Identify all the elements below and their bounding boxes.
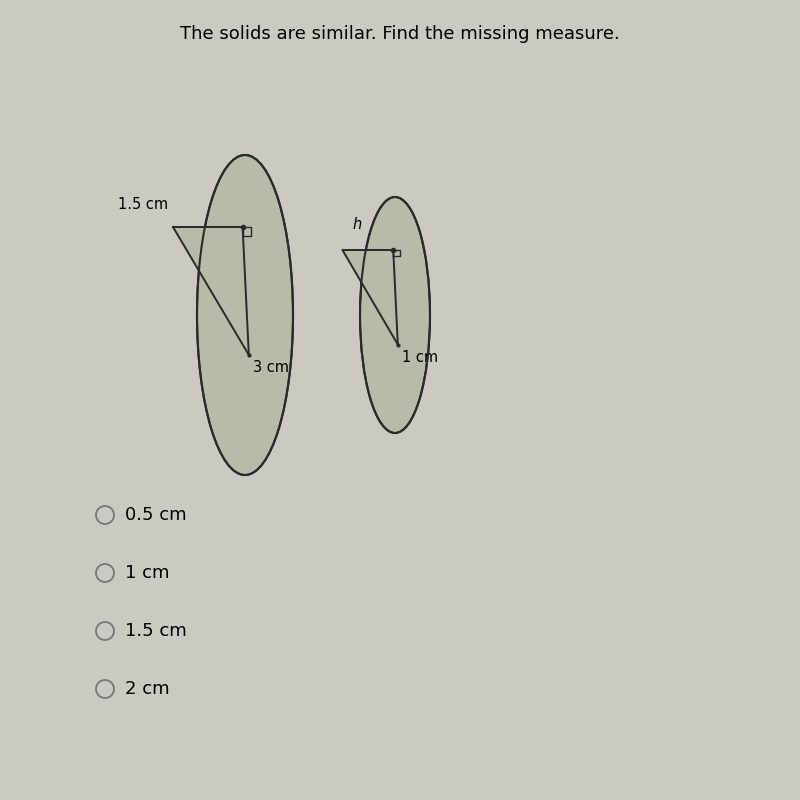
Text: 1 cm: 1 cm (125, 564, 170, 582)
Text: 2 cm: 2 cm (125, 680, 170, 698)
Ellipse shape (197, 155, 293, 475)
Text: 0.5 cm: 0.5 cm (125, 506, 186, 524)
Text: 1.5 cm: 1.5 cm (125, 622, 186, 640)
Ellipse shape (360, 197, 430, 433)
Text: 1.5 cm: 1.5 cm (118, 197, 168, 212)
Text: h: h (353, 217, 362, 232)
Text: The solids are similar. Find the missing measure.: The solids are similar. Find the missing… (180, 25, 620, 43)
Polygon shape (342, 250, 398, 345)
Text: 3 cm: 3 cm (253, 360, 289, 375)
Polygon shape (173, 227, 249, 355)
Text: 1 cm: 1 cm (402, 350, 438, 365)
